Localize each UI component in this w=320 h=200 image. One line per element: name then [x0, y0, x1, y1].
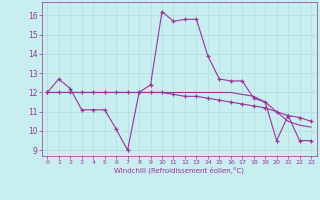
X-axis label: Windchill (Refroidissement éolien,°C): Windchill (Refroidissement éolien,°C) — [114, 167, 244, 174]
